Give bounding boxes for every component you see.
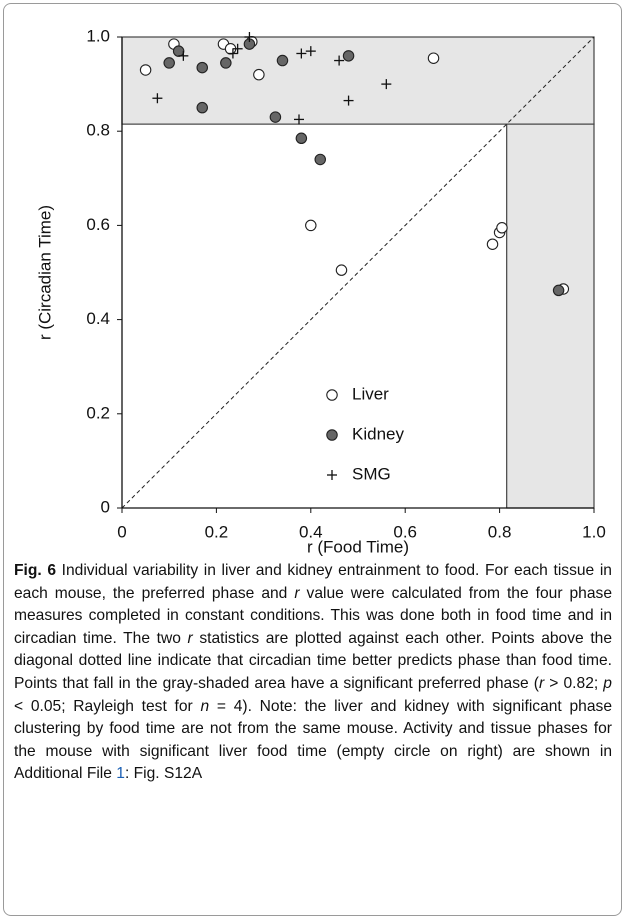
y-tick-label: 0.2 [86,403,110,422]
chart: 0 0.2 0.4 0.6 0.8 1.0 0 0.2 0.4 0.6 0.8 1.0 r (Food … [35,26,606,556]
y-tick-label: 0 [101,497,110,516]
point [334,55,345,66]
point [196,61,208,74]
point [305,219,317,232]
caption-segment: r [294,584,300,602]
caption-segment: Fig. 6 [14,562,57,579]
caption-segment: : Fig. S12A [124,765,203,783]
point [227,48,238,59]
legend-label: SMG [352,464,391,483]
caption-segment: r [539,674,545,692]
caption-segment: n [200,697,210,715]
point [152,93,163,104]
point [253,68,265,81]
diagonal-line [121,36,595,509]
x-tick-label: 0.6 [393,522,417,541]
point [178,50,189,61]
legend-marker [326,389,338,401]
figure-frame [3,3,622,916]
point [552,284,565,297]
y-tick-label: 1.0 [86,26,110,45]
point [486,238,499,250]
point [427,52,440,64]
y-tick-label: 0.8 [86,121,110,140]
shaded-region [121,36,595,125]
point [232,43,243,54]
caption-segment: p [603,674,612,692]
y-tick-label: 0.6 [86,215,110,234]
caption-segment: > 0.82; [544,674,604,692]
point [220,57,232,69]
x-tick-label: 1.0 [582,522,606,541]
x-tick-label: 0 [117,522,126,541]
x-axis-label: r (Food Time) [307,537,409,556]
legend-marker [326,429,338,441]
y-axis-label: r (Circadian Time) [35,205,54,340]
caption-segment: = 4). Note: the liver and kidney with si… [14,697,612,783]
point [335,264,348,276]
point [314,153,326,166]
point [276,54,289,67]
point [172,45,185,57]
shaded-region [506,123,595,509]
point [295,132,308,145]
point [343,95,354,106]
x-tick-label: 0.8 [488,522,512,541]
point [381,79,392,90]
legend-label: Kidney [352,424,404,443]
y-tick-label: 0.4 [86,309,110,328]
point [294,114,304,125]
x-tick-label: 0.2 [205,522,229,541]
caption-segment: statistics are plotted against each othe… [14,629,612,692]
legend-label: Liver [352,384,389,403]
caption-segment: Individual variability in liver and kidn… [14,562,612,602]
x-tick-label: 0.4 [299,522,323,541]
point [163,57,175,69]
point [139,64,152,76]
point [305,46,316,57]
caption-segment[interactable]: 1 [116,765,125,783]
point [296,48,307,59]
caption-segment: value were calculated from the four phas… [14,584,612,647]
point [244,32,255,42]
caption-segment: < 0.05; Rayleigh test for [14,697,201,715]
point [269,111,282,123]
point [342,50,355,62]
point [496,222,508,234]
point [196,101,208,114]
caption: Fig. 6 Individual variability in liver a… [14,560,612,786]
caption-segment: r [187,629,193,647]
legend-marker [327,470,337,480]
